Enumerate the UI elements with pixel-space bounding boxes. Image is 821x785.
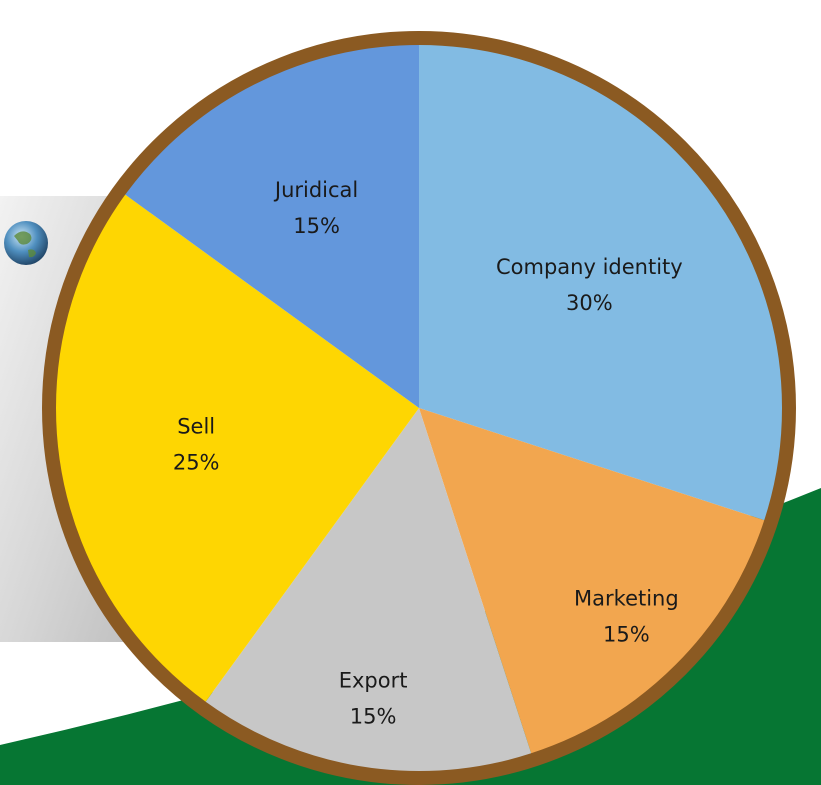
slice-label-name: Juridical: [273, 178, 358, 202]
pie: Company identity 30% Marketing 15% Export 15%…: [42, 31, 796, 785]
pie-rim: [42, 31, 796, 785]
slice-label-value: 15%: [293, 214, 340, 238]
pie-slice-export: [197, 408, 536, 784]
slice-label-name: Company identity: [496, 255, 683, 279]
globe-icon: [4, 221, 48, 265]
slice-label-value: 25%: [173, 450, 220, 474]
slice-label-value: 15%: [350, 705, 397, 729]
slice-label-value: 30%: [566, 291, 613, 315]
slice-label-name: Marketing: [574, 586, 679, 610]
slice-label-value: 15%: [603, 622, 650, 646]
slice-label-name: Export: [339, 669, 408, 693]
slice-label-name: Sell: [177, 414, 215, 438]
pie-slice-juridical: [114, 32, 420, 408]
pie-slice-sell: [42, 186, 420, 713]
pie-slice-marketing: [419, 408, 777, 766]
pie-slice-company-identity: [419, 32, 795, 525]
